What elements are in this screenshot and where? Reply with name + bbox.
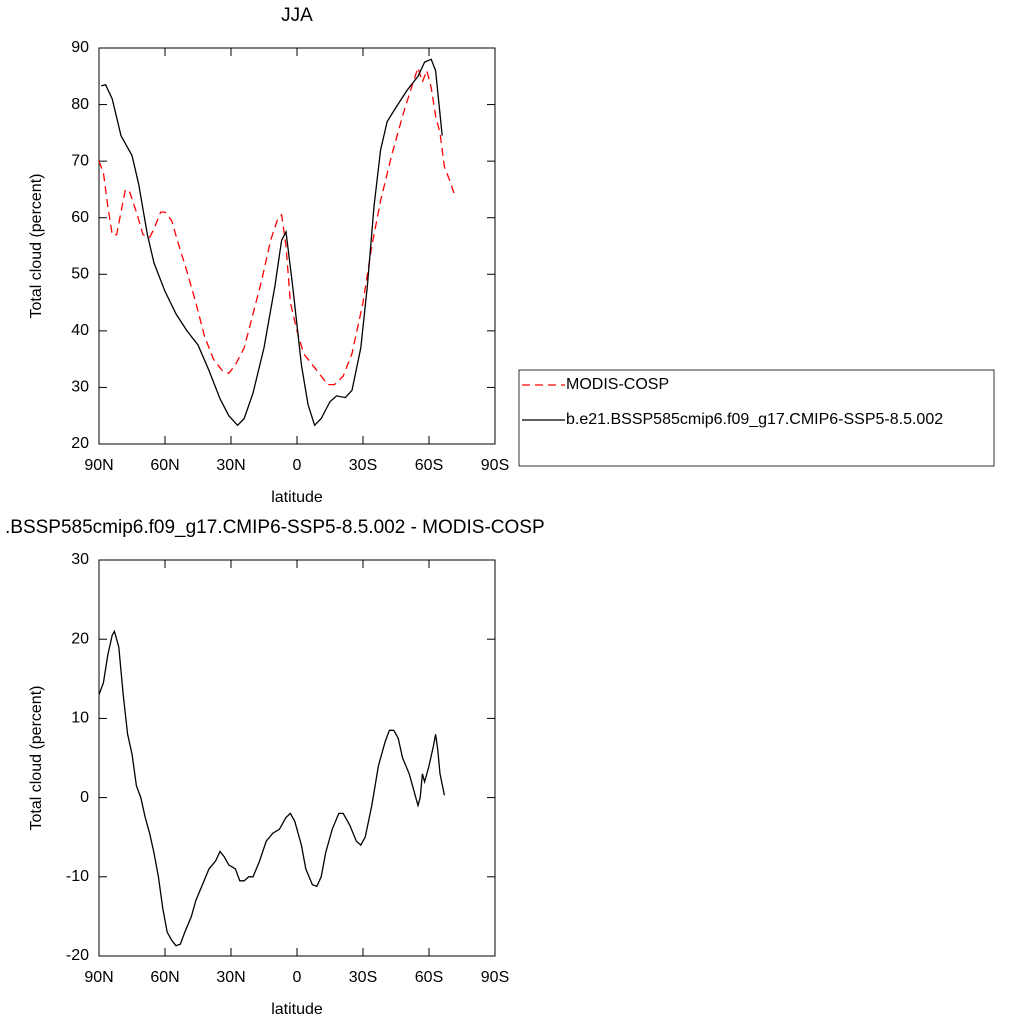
data-line: [98, 65, 457, 386]
y-tick-label: -10: [66, 868, 89, 885]
x-tick-label: 30S: [349, 457, 377, 474]
x-tick-label: 60S: [415, 969, 443, 986]
y-tick-label: 20: [71, 435, 89, 452]
x-tick-label: 90S: [481, 969, 509, 986]
y-axis-label: Total cloud (percent): [28, 174, 45, 319]
data-line: [101, 58, 443, 427]
legend-label: MODIS-COSP: [566, 376, 669, 393]
x-tick-label: 30N: [216, 457, 245, 474]
y-tick-label: 40: [71, 322, 89, 339]
chart-title: JJA: [281, 5, 313, 26]
x-axis-label: latitude: [271, 1001, 323, 1018]
x-tick-label: 30S: [349, 969, 377, 986]
legend-label: b.e21.BSSP585cmip6.f09_g17.CMIP6-SSP5-8.…: [566, 411, 943, 428]
y-tick-label: 60: [71, 209, 89, 226]
x-tick-label: 30N: [216, 969, 245, 986]
y-tick-label: 50: [71, 266, 89, 283]
x-tick-label: 60S: [415, 457, 443, 474]
x-tick-label: 0: [293, 457, 302, 474]
y-tick-label: -20: [66, 947, 89, 964]
y-tick-label: 80: [71, 96, 89, 113]
y-tick-label: 20: [71, 630, 89, 647]
y-tick-label: 90: [71, 39, 89, 56]
legend-box: [518, 369, 995, 467]
x-axis-label: latitude: [271, 489, 323, 506]
data-line: [98, 629, 446, 947]
y-tick-label: 30: [71, 379, 89, 396]
chart-title: .BSSP585cmip6.f09_g17.CMIP6-SSP5-8.5.002…: [5, 517, 545, 538]
x-tick-label: 90N: [84, 969, 113, 986]
plot-frame: [98, 559, 496, 957]
y-tick-label: 70: [71, 152, 89, 169]
plot-frame: [98, 47, 496, 445]
y-tick-label: 0: [80, 789, 89, 806]
x-tick-label: 90N: [84, 457, 113, 474]
x-tick-label: 90S: [481, 457, 509, 474]
x-tick-label: 60N: [150, 457, 179, 474]
y-tick-label: 10: [71, 710, 89, 727]
x-tick-label: 60N: [150, 969, 179, 986]
x-tick-label: 0: [293, 969, 302, 986]
y-tick-label: 30: [71, 551, 89, 568]
y-axis-label: Total cloud (percent): [28, 686, 45, 831]
